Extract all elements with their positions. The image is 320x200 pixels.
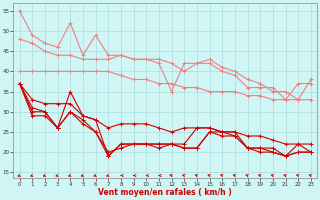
X-axis label: Vent moyen/en rafales ( km/h ): Vent moyen/en rafales ( km/h ): [98, 188, 232, 197]
